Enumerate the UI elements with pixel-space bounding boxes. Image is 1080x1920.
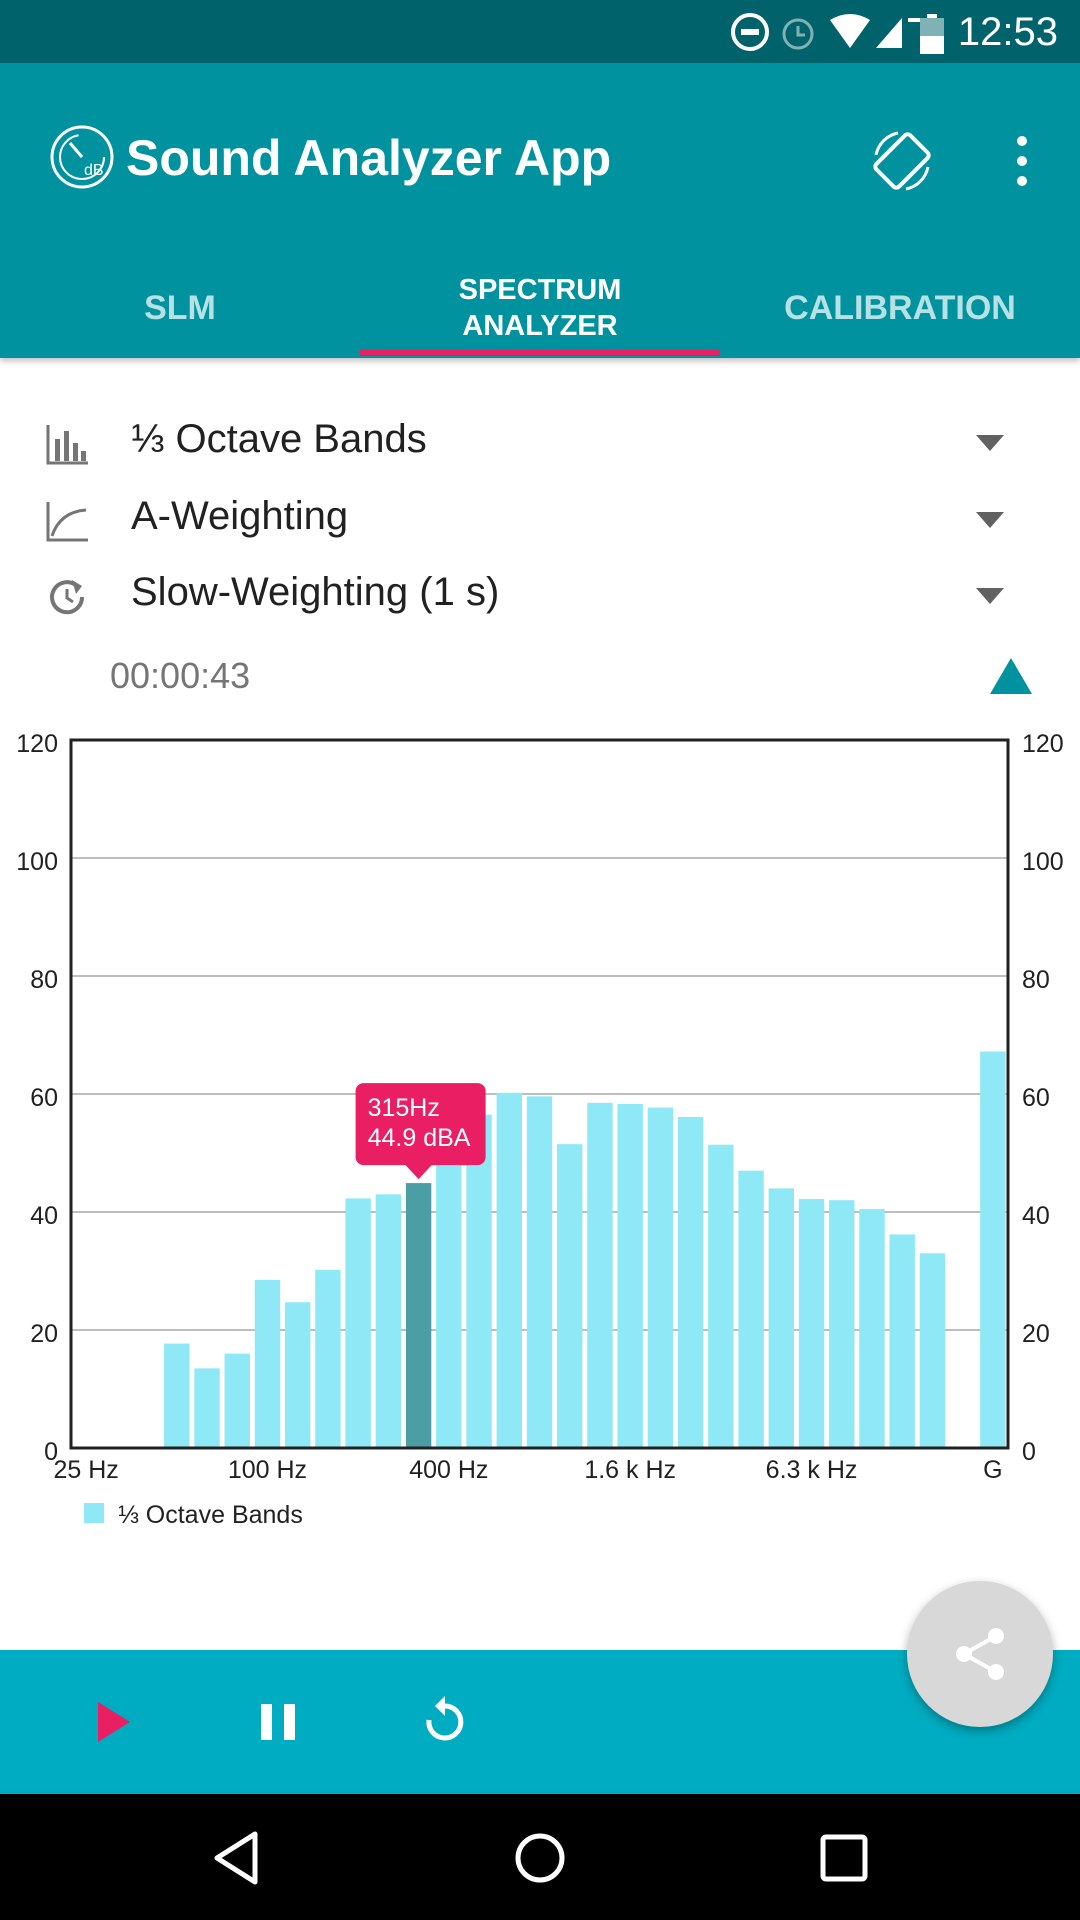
share-icon xyxy=(956,1628,1004,1680)
bar-12.5k xyxy=(889,1234,915,1448)
y-tick-label-right: 80 xyxy=(1022,966,1050,994)
x-tick-label: 25 Hz xyxy=(53,1456,118,1484)
y-tick-label-left: 120 xyxy=(16,730,58,758)
battery-icon xyxy=(908,18,920,22)
overflow-menu-icon[interactable] xyxy=(1002,133,1042,189)
recents-icon[interactable] xyxy=(812,1826,876,1890)
bar-100 xyxy=(254,1279,281,1448)
bar-2k xyxy=(647,1107,674,1448)
band-selector-label: ⅓ Octave Bands xyxy=(131,417,427,461)
elapsed-timer: 00:00:43 xyxy=(110,655,251,696)
playback-control-bar xyxy=(0,1650,1080,1794)
bar-10k xyxy=(859,1209,885,1448)
bar-400 xyxy=(436,1141,462,1448)
alarm-icon xyxy=(782,18,814,50)
bar-315 xyxy=(405,1183,432,1448)
spectrum-chart: 0 0 20 20 40 40 60 60 80 80 100 100 120 120 25 Hz 100 H… xyxy=(16,730,1064,1529)
bar-chart-icon xyxy=(46,425,88,465)
bar-8k xyxy=(829,1200,855,1448)
y-tick-label-left: 60 xyxy=(30,1084,58,1112)
status-bar: 12:53 xyxy=(0,0,1080,63)
tooltip-pointer xyxy=(404,1164,433,1180)
bar-1k xyxy=(557,1144,583,1448)
home-icon[interactable] xyxy=(508,1826,572,1890)
bar-500 xyxy=(466,1114,492,1448)
dnd-icon xyxy=(731,13,769,51)
app-bar: dB Sound Analyzer App SLM SPECTRUM ANALY… xyxy=(0,63,1080,358)
app-logo-icon: dB xyxy=(50,125,114,189)
y-tick-label-right: 0 xyxy=(1022,1438,1036,1466)
tab-slm[interactable]: SLM xyxy=(144,288,216,327)
signal-icon xyxy=(876,18,902,48)
bar-80 xyxy=(224,1353,250,1448)
x-tick-label: 1.6 k Hz xyxy=(584,1456,676,1484)
tab-calibration[interactable]: CALIBRATION xyxy=(784,288,1016,327)
y-tick-label-right: 100 xyxy=(1022,848,1064,876)
wifi-icon xyxy=(830,14,870,48)
y-tick-label-left: 100 xyxy=(16,848,58,876)
chevron-down-icon xyxy=(976,512,1004,528)
chevron-down-icon xyxy=(976,588,1004,604)
screen-rotation-icon[interactable] xyxy=(868,127,936,195)
y-tick-label-left: 0 xyxy=(44,1438,58,1466)
y-tick-label-right: 60 xyxy=(1022,1084,1050,1112)
time-weighting-selector-label: Slow-Weighting (1 s) xyxy=(131,570,500,614)
legend-swatch xyxy=(84,1503,104,1523)
legend-label: ⅓ Octave Bands xyxy=(118,1501,303,1529)
time-weighting-selector[interactable]: Slow-Weighting (1 s) xyxy=(0,558,1080,634)
band-selector[interactable]: ⅓ Octave Bands xyxy=(0,405,1080,481)
y-tick-label-left: 20 xyxy=(30,1320,58,1348)
share-button[interactable] xyxy=(907,1581,1053,1727)
tooltip-level: 44.9 dBA xyxy=(368,1124,471,1152)
weighting-selector[interactable]: A-Weighting xyxy=(0,482,1080,558)
history-icon xyxy=(50,580,85,615)
bar-160 xyxy=(315,1269,341,1448)
bar-3.15k xyxy=(708,1144,734,1448)
battery-icon xyxy=(920,14,944,54)
reset-icon[interactable] xyxy=(415,1692,475,1752)
collapse-triangle-icon[interactable] xyxy=(988,656,1034,696)
y-tick-label-right: 40 xyxy=(1022,1202,1050,1230)
tooltip-box xyxy=(355,1083,486,1166)
x-tick-label: 6.3 k Hz xyxy=(766,1456,858,1484)
bar-1.6k xyxy=(617,1104,643,1448)
y-tick-label-left: 40 xyxy=(30,1202,58,1230)
bar-800 xyxy=(526,1096,553,1448)
chevron-down-icon xyxy=(976,435,1004,451)
bar-125 xyxy=(284,1302,311,1448)
tooltip-frequency: 315Hz xyxy=(368,1094,440,1122)
bar-4k xyxy=(738,1170,764,1448)
bar-200 xyxy=(345,1198,371,1448)
bar-250 xyxy=(375,1194,402,1448)
bar-16k xyxy=(919,1253,946,1448)
svg-text:dB: dB xyxy=(84,162,104,179)
status-icons xyxy=(731,13,920,51)
app-title: Sound Analyzer App xyxy=(126,130,612,186)
bar-630 xyxy=(496,1092,522,1448)
play-icon[interactable] xyxy=(82,1692,142,1752)
y-tick-label-right: 120 xyxy=(1022,730,1064,758)
x-tick-label: 400 Hz xyxy=(409,1456,488,1484)
bar-1.25k xyxy=(587,1102,613,1448)
y-tick-label-left: 80 xyxy=(30,966,58,994)
y-tick-label-right: 20 xyxy=(1022,1320,1050,1348)
back-icon[interactable] xyxy=(205,1826,269,1890)
curve-icon xyxy=(46,502,88,542)
x-tick-label: G xyxy=(983,1456,1002,1484)
system-nav-bar xyxy=(0,1794,1080,1920)
tab-spectrum-analyzer[interactable]: SPECTRUM ANALYZER xyxy=(458,274,622,342)
bar-50 xyxy=(164,1343,190,1448)
status-clock: 12:53 xyxy=(957,10,1058,54)
x-tick-label: 100 Hz xyxy=(228,1456,307,1484)
bar-6.3k xyxy=(798,1199,825,1448)
bar-2.5k xyxy=(677,1117,704,1448)
bar-G xyxy=(980,1051,1006,1448)
weighting-selector-label: A-Weighting xyxy=(131,494,349,538)
tab-indicator xyxy=(360,350,720,356)
bar-5k xyxy=(768,1188,795,1448)
pause-icon[interactable] xyxy=(248,1692,308,1752)
bar-63 xyxy=(194,1368,220,1448)
plot-frame xyxy=(69,738,1010,1450)
